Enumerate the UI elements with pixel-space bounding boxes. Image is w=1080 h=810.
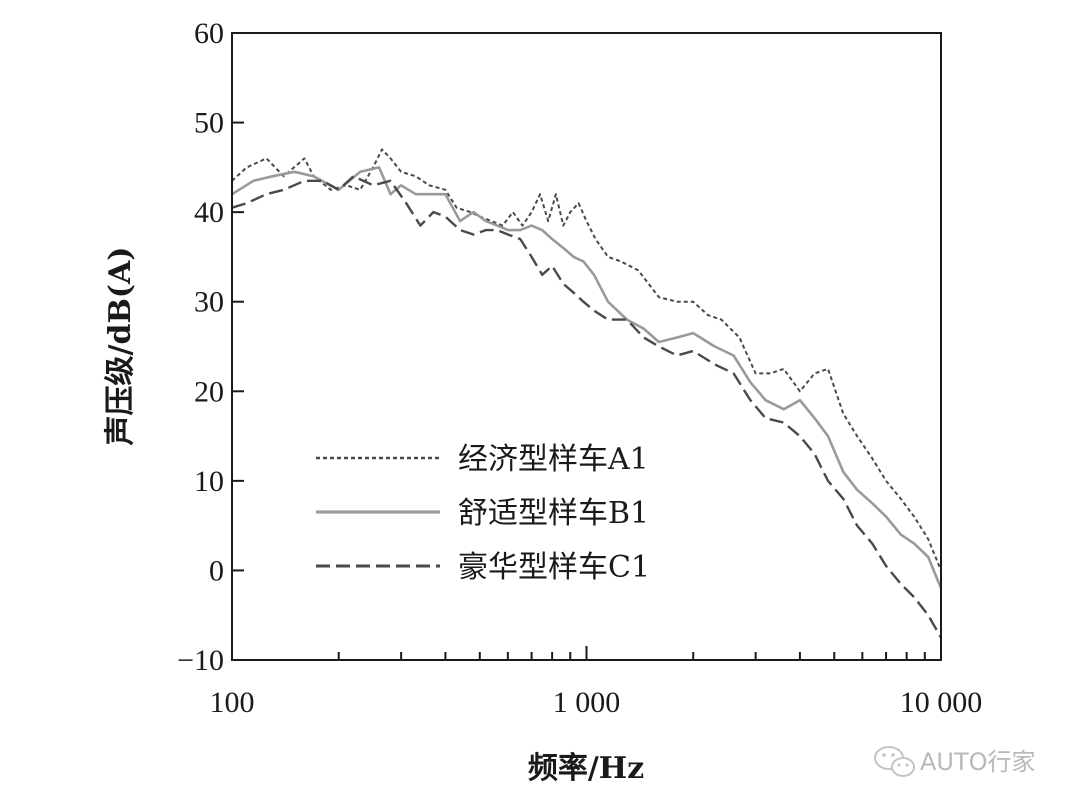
y-tick-label: 30 (194, 286, 224, 319)
series-layer (231, 148, 943, 639)
x-tick-label: 1 000 (553, 686, 621, 719)
y-tick-label: 60 (194, 17, 224, 50)
series-line-2 (231, 166, 943, 589)
legend-items: 经济型样车A1 舒适型样车B1 豪华型样车C1 (316, 442, 650, 585)
y-tick-label: 0 (209, 554, 224, 587)
legend-label-1: 经济型样车A1 (458, 442, 649, 477)
watermark-text: AUTO行家 (920, 748, 1036, 776)
x-axis-title: 频率/Hz (528, 751, 644, 786)
watermark: AUTO行家 (874, 746, 1036, 777)
y-tick-label: 40 (194, 196, 224, 229)
series-line-1 (231, 148, 942, 571)
y-tick-label: 50 (194, 107, 224, 140)
y-tick-label: 10 (194, 465, 224, 498)
wechat-icon (874, 746, 915, 777)
x-tick-label: 100 (210, 686, 255, 719)
legend-label-2: 舒适型样车B1 (458, 496, 649, 531)
y-axis-title: 声压级/dB(A) (103, 247, 138, 446)
legend: 经济型样车A1 舒适型样车B1 豪华型样车C1 (305, 438, 695, 588)
legend-label-3: 豪华型样车C1 (458, 550, 650, 585)
series-line-3 (231, 175, 943, 639)
y-tick-label: −10 (177, 644, 224, 677)
x-tick-label: 10 000 (900, 686, 983, 719)
y-tick-label: 20 (194, 375, 224, 408)
